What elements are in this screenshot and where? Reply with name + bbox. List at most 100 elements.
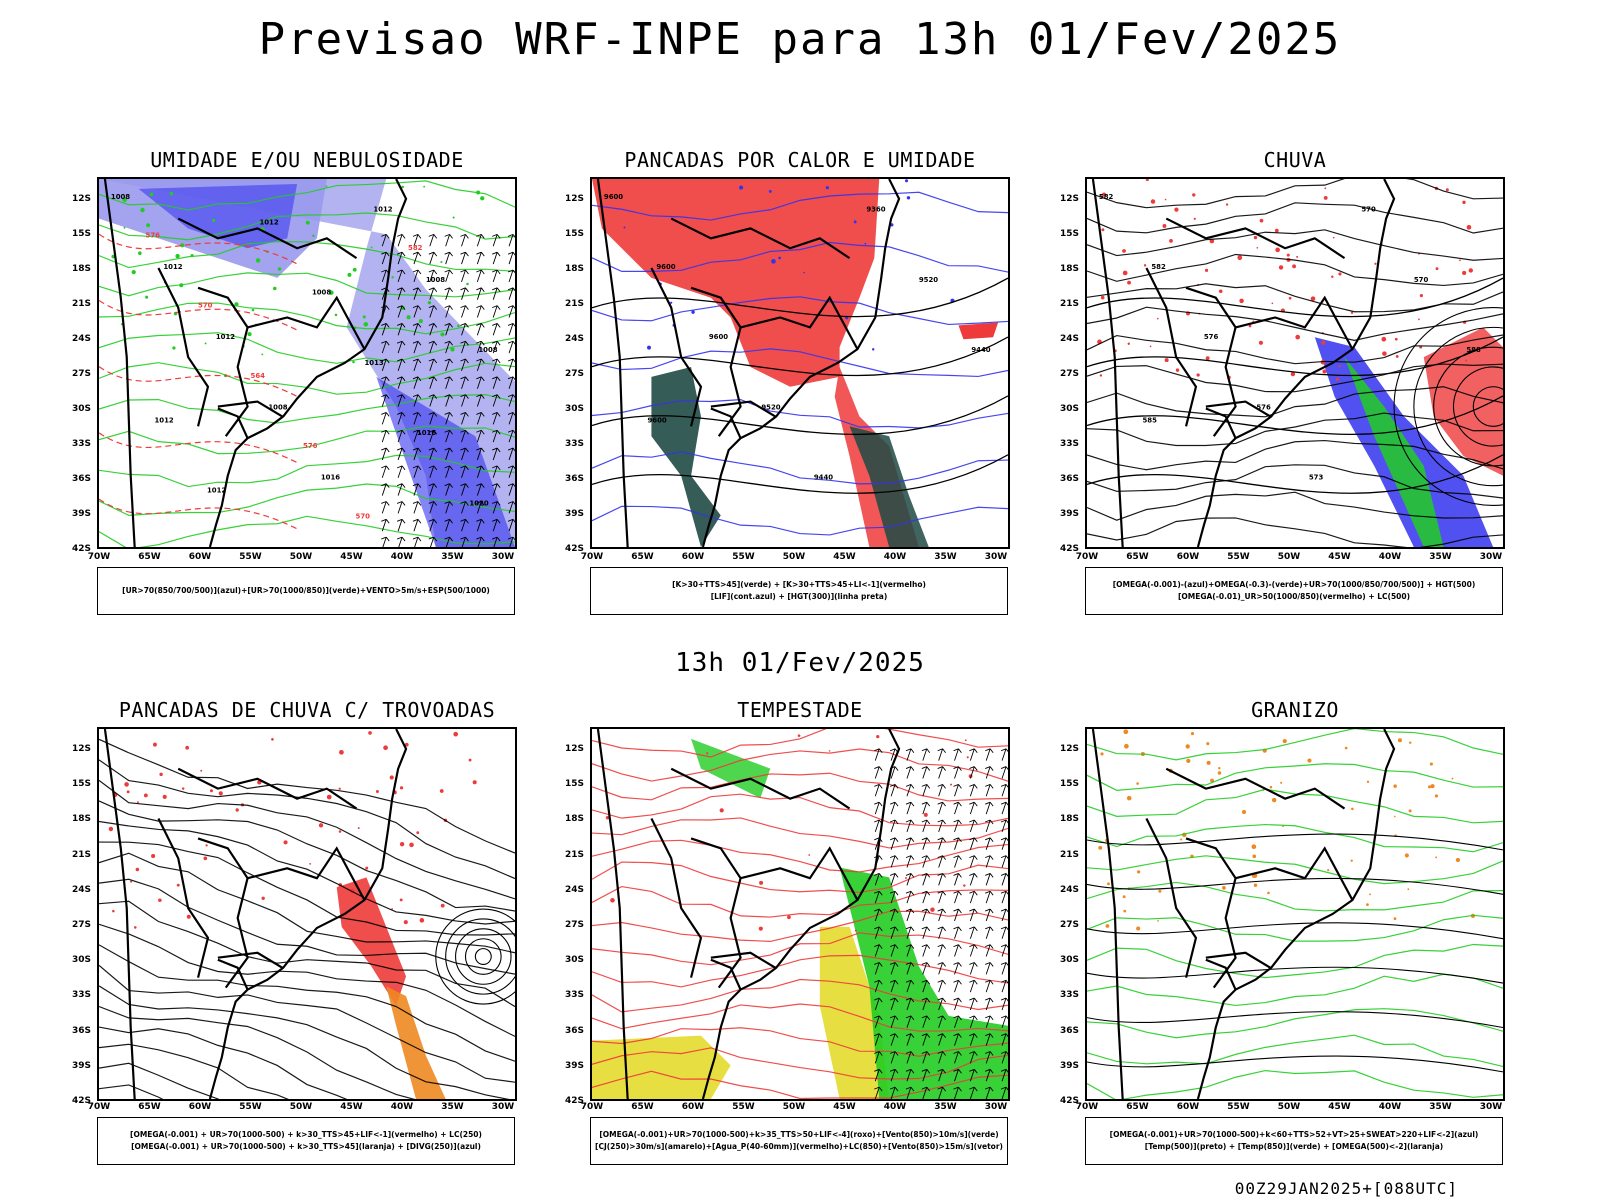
wind-vector [444, 447, 453, 461]
wind-vector [444, 358, 453, 372]
latitude-label: 39S [71, 509, 91, 519]
wind-vector [937, 837, 946, 850]
wind-vector [905, 873, 915, 886]
wind-vector [969, 890, 978, 904]
legend-line: [OMEGA(-0.001)+UR>70(1000-500)+k<60+TTS>… [1109, 1130, 1479, 1139]
contour-label: 1008 [426, 276, 445, 284]
wind-vector [460, 305, 469, 318]
latitude-label: 12S [1059, 744, 1079, 754]
latitude-label: 39S [564, 509, 584, 519]
latitude-label: 36S [564, 474, 584, 484]
latitude-label: 21S [564, 849, 584, 860]
wind-vector [921, 783, 931, 797]
latitude-label: 36S [564, 1025, 584, 1036]
wind-vector [985, 766, 994, 779]
wind-vector [476, 429, 485, 443]
wind-vector [428, 287, 438, 300]
wind-vector [969, 1015, 978, 1028]
wind-vector [396, 518, 406, 532]
wind-vector [905, 944, 915, 957]
wind-vector [1000, 855, 1008, 868]
contour-label: 1012 [373, 206, 392, 214]
wind-vector [905, 1033, 915, 1046]
latitude-label: 18S [1059, 814, 1079, 825]
wind-vector [969, 766, 978, 779]
wind-vector [412, 340, 422, 354]
wind-vector [507, 376, 515, 389]
wind-vector [476, 536, 485, 547]
wind-vector [874, 979, 883, 993]
wind-vector [953, 873, 962, 886]
longitude-label: 60W [681, 552, 705, 562]
wind-vector [921, 997, 931, 1011]
wind-vector [969, 926, 978, 939]
contour-label: 570 [1361, 206, 1376, 214]
wind-vector [953, 1015, 962, 1028]
contour-label: 1012 [163, 263, 182, 271]
wind-vector [476, 233, 485, 247]
wind-vector [428, 340, 438, 354]
wind-vector [444, 323, 453, 336]
wind-vector [396, 429, 406, 443]
contour-label: 570 [1414, 276, 1429, 284]
wind-vector [985, 819, 994, 833]
wind-vector [937, 766, 946, 779]
wind-vector [889, 855, 899, 868]
wind-vector [921, 1015, 931, 1028]
panel-legend: [K>30+TTS>45](verde) + [K>30+TTS>45+LI<-… [590, 567, 1008, 615]
wind-vector [412, 447, 422, 461]
contour-label: 9520 [761, 403, 780, 411]
wind-vector [412, 323, 422, 336]
wind-vector [874, 1086, 883, 1099]
latitude-label: 15S [1059, 229, 1079, 239]
wind-vector [381, 340, 390, 354]
map-canvas [99, 729, 515, 1099]
wind-vector [428, 412, 438, 425]
wind-vector [381, 376, 390, 389]
main-title: Previsao WRF-INPE para 13h 01/Fev/2025 [258, 14, 1342, 65]
wind-vector [985, 997, 994, 1011]
wind-vector [492, 269, 501, 283]
wind-vector [985, 783, 994, 797]
wind-vector [953, 926, 962, 939]
wind-vector [507, 412, 515, 425]
wind-vector [921, 944, 931, 957]
wind-vector [953, 1033, 962, 1046]
contour-label: 576 [1256, 403, 1271, 411]
wind-vector [428, 269, 438, 283]
contour-label: 582 [1099, 193, 1114, 201]
contour-label: 1012 [154, 416, 173, 424]
wind-vector [428, 323, 438, 336]
wind-vector [507, 305, 515, 318]
wind-vector [889, 1068, 899, 1082]
wind-vector [905, 801, 915, 815]
wind-vector [1000, 908, 1008, 922]
longitude-axis: 70W 65W 60W 55W 50W 45W 40W 35W 30W [88, 552, 517, 564]
wind-vector [889, 837, 899, 850]
wind-vector [428, 465, 438, 478]
wind-vector [428, 394, 438, 407]
wind-vector [381, 233, 390, 247]
longitude-label: 50W [782, 1102, 806, 1112]
wind-vector [1000, 837, 1008, 850]
wind-vector [396, 465, 406, 478]
wind-vector [985, 890, 994, 904]
wind-vector [460, 518, 469, 532]
wind-vector [905, 855, 915, 868]
wind-vector [476, 323, 485, 336]
wind-vector [905, 908, 915, 922]
wind-vector [381, 483, 390, 496]
latitude-label: 42S [564, 1096, 584, 1106]
wind-vector [1000, 819, 1008, 833]
wind-vector [874, 890, 883, 904]
wind-vector [937, 855, 946, 868]
latitude-label: 42S [564, 544, 584, 554]
wind-vector [905, 890, 915, 904]
longitude-label: 65W [138, 552, 161, 562]
contour-label: 9520 [919, 276, 938, 284]
wind-vector [412, 269, 422, 283]
wind-vector [921, 1068, 931, 1082]
wind-vector [1000, 1033, 1008, 1046]
wind-vector [953, 1068, 962, 1082]
wind-vector [476, 447, 485, 461]
